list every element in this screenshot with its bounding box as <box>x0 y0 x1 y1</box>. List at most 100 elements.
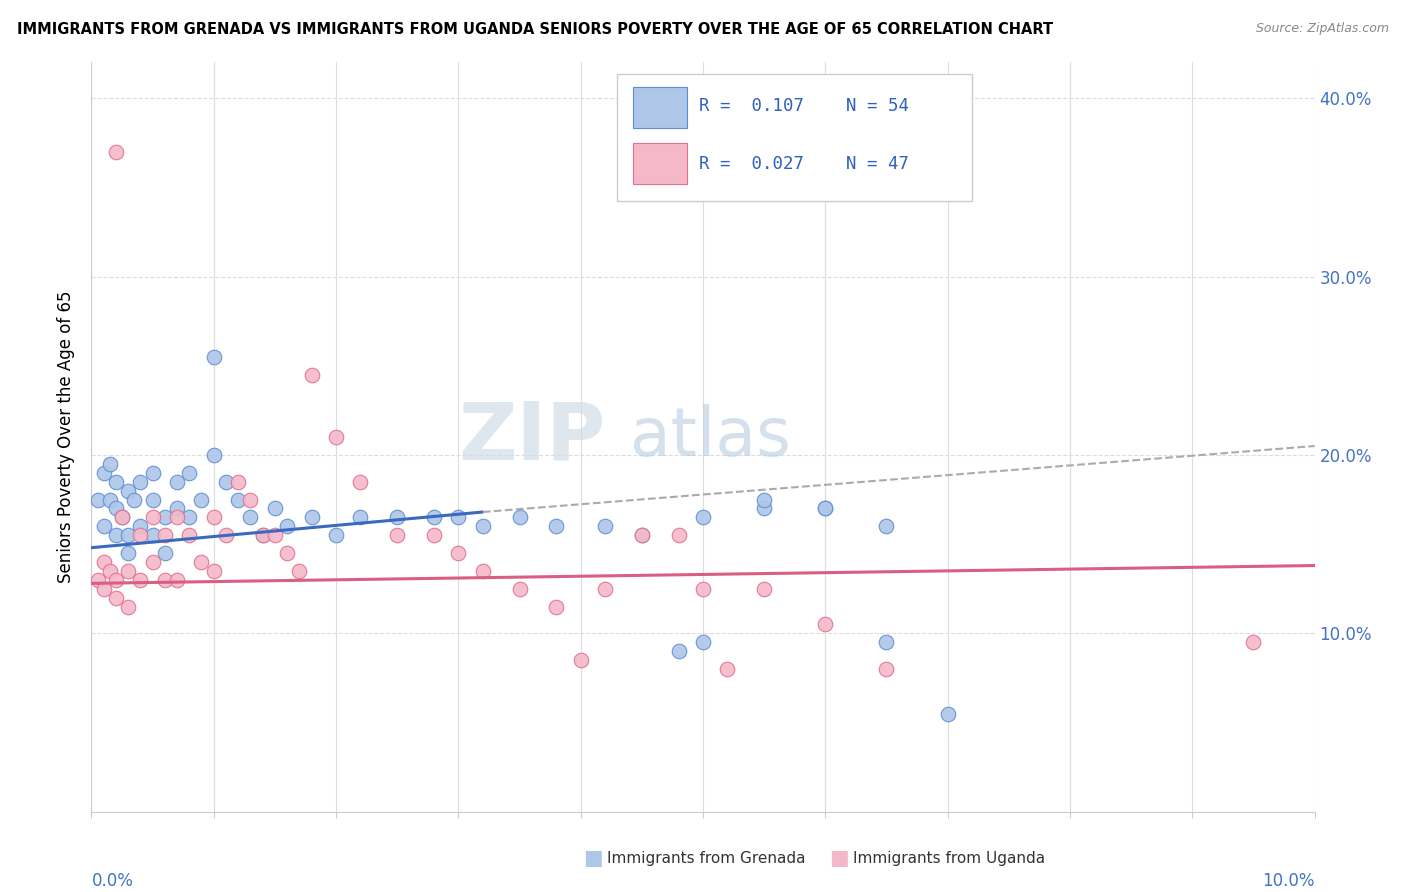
Point <box>153 546 176 560</box>
Point <box>104 573 127 587</box>
Point <box>754 492 776 507</box>
Point <box>153 573 176 587</box>
Point <box>104 475 127 489</box>
Point <box>423 528 446 542</box>
Point <box>692 582 714 596</box>
Point <box>129 528 152 542</box>
Point <box>276 519 298 533</box>
Point <box>385 528 409 542</box>
Point <box>226 492 249 507</box>
Point <box>593 519 616 533</box>
Text: Source: ZipAtlas.com: Source: ZipAtlas.com <box>1256 22 1389 36</box>
Point <box>141 528 163 542</box>
Point <box>117 599 139 614</box>
Point <box>111 510 134 524</box>
Point <box>239 492 262 507</box>
Point <box>471 519 494 533</box>
Point <box>98 457 121 471</box>
Point <box>202 564 225 578</box>
Y-axis label: Seniors Poverty Over the Age of 65: Seniors Poverty Over the Age of 65 <box>58 291 76 583</box>
Point <box>202 448 225 462</box>
FancyBboxPatch shape <box>633 144 688 184</box>
Point <box>129 519 152 533</box>
Point <box>93 466 115 480</box>
Point <box>98 492 121 507</box>
Point <box>93 519 115 533</box>
Point <box>509 582 531 596</box>
Text: ■: ■ <box>830 848 849 868</box>
Point <box>129 573 152 587</box>
Point <box>593 582 616 596</box>
Point <box>117 483 139 498</box>
Point <box>129 475 152 489</box>
Point <box>215 475 238 489</box>
Point <box>349 510 371 524</box>
Point <box>668 528 690 542</box>
Point <box>166 573 188 587</box>
Point <box>471 564 494 578</box>
Text: Immigrants from Uganda: Immigrants from Uganda <box>853 851 1046 865</box>
Point <box>239 510 262 524</box>
Point <box>875 662 898 676</box>
Point <box>631 528 654 542</box>
Point <box>141 510 163 524</box>
Point <box>226 475 249 489</box>
Point <box>86 573 108 587</box>
Point <box>93 555 115 569</box>
Point <box>141 555 163 569</box>
Point <box>264 501 287 516</box>
Point <box>754 501 776 516</box>
Point <box>546 599 568 614</box>
Point <box>117 546 139 560</box>
Point <box>122 492 145 507</box>
Point <box>569 653 592 667</box>
Point <box>936 706 959 721</box>
Point <box>179 510 201 524</box>
Point <box>546 519 568 533</box>
FancyBboxPatch shape <box>617 74 972 201</box>
Text: 0.0%: 0.0% <box>91 872 134 890</box>
Point <box>111 510 134 524</box>
Point <box>141 466 163 480</box>
Point <box>264 528 287 542</box>
Point <box>447 546 470 560</box>
Point <box>117 564 139 578</box>
Text: R =  0.027    N = 47: R = 0.027 N = 47 <box>699 154 910 172</box>
Text: R =  0.107    N = 54: R = 0.107 N = 54 <box>699 97 910 115</box>
Point <box>325 430 347 444</box>
Point <box>190 492 212 507</box>
Point <box>179 466 201 480</box>
Point <box>179 528 201 542</box>
Point <box>153 510 176 524</box>
Text: 10.0%: 10.0% <box>1263 872 1315 890</box>
Point <box>692 635 714 649</box>
Point <box>814 617 837 632</box>
Point <box>716 662 738 676</box>
Point <box>631 528 654 542</box>
Point <box>301 368 323 382</box>
Point <box>814 501 837 516</box>
Point <box>447 510 470 524</box>
Point <box>86 492 108 507</box>
Point <box>423 510 446 524</box>
Point <box>814 501 837 516</box>
Point <box>252 528 274 542</box>
Point <box>98 564 121 578</box>
Point <box>301 510 323 524</box>
Point <box>215 528 238 542</box>
Point <box>117 528 139 542</box>
Text: IMMIGRANTS FROM GRENADA VS IMMIGRANTS FROM UGANDA SENIORS POVERTY OVER THE AGE O: IMMIGRANTS FROM GRENADA VS IMMIGRANTS FR… <box>17 22 1053 37</box>
Point <box>190 555 212 569</box>
Point <box>166 475 188 489</box>
Point <box>875 635 898 649</box>
Point <box>104 501 127 516</box>
Text: atlas: atlas <box>630 404 790 470</box>
Point <box>104 528 127 542</box>
Point <box>153 528 176 542</box>
Point <box>668 644 690 658</box>
Point <box>385 510 409 524</box>
Point <box>692 510 714 524</box>
Point <box>349 475 371 489</box>
Point <box>276 546 298 560</box>
Point <box>166 501 188 516</box>
